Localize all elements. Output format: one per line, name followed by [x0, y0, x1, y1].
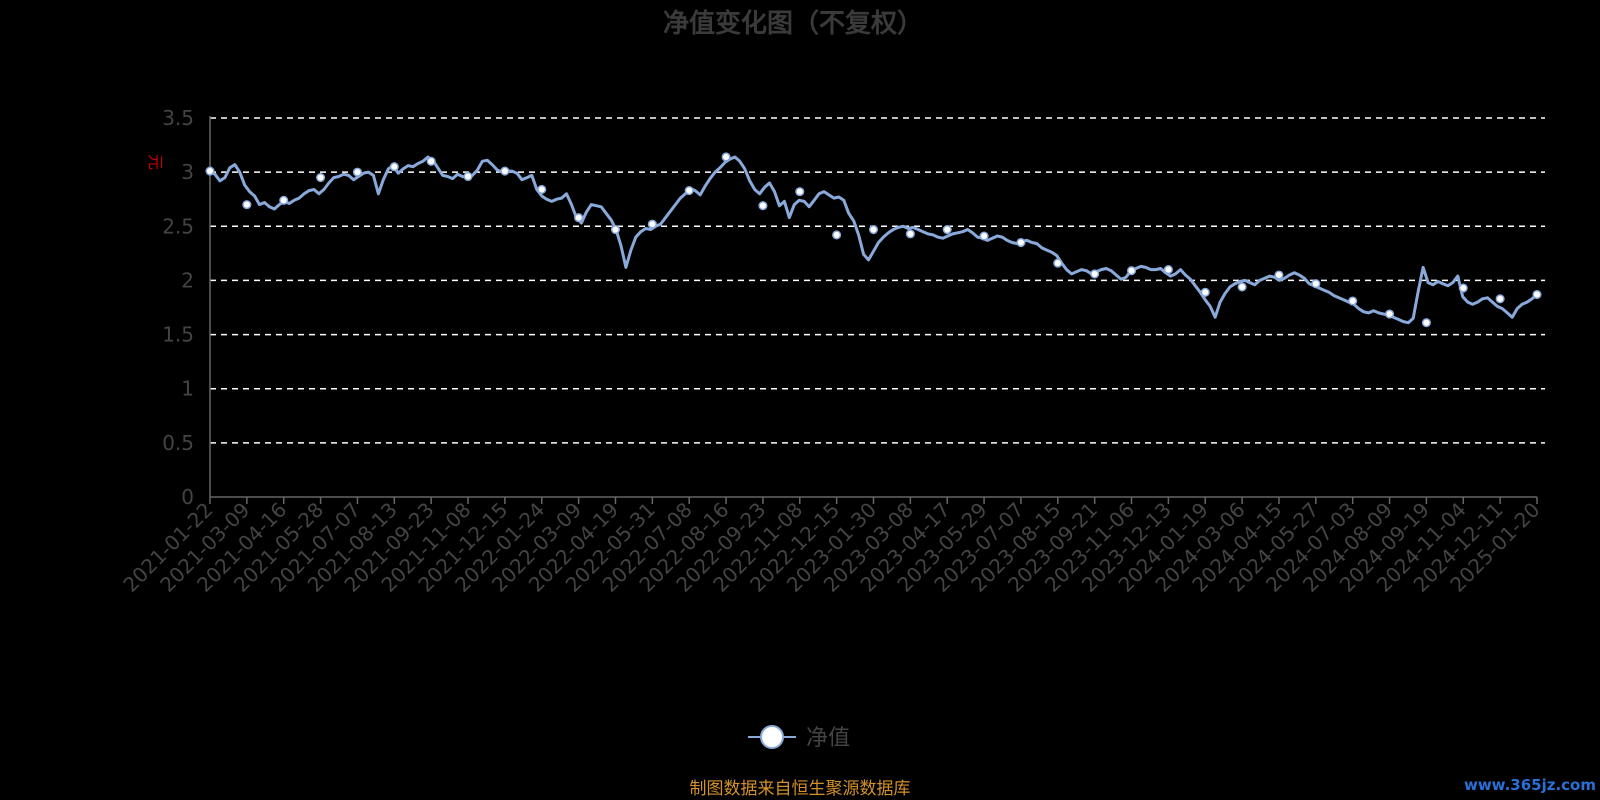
- data-point[interactable]: [868, 224, 879, 235]
- y-tick-label: 0.5: [162, 431, 194, 455]
- grid-lines: [210, 117, 1545, 444]
- data-point[interactable]: [316, 173, 326, 183]
- y-tick-labels: 0 0.5 1 1.5 2 2.5 3 3.5: [162, 106, 194, 509]
- data-point[interactable]: [242, 200, 252, 210]
- y-tick-label: 0: [181, 485, 194, 509]
- y-tick-label: 1: [181, 377, 194, 401]
- legend[interactable]: 净值: [748, 725, 850, 751]
- data-point[interactable]: [1421, 318, 1431, 328]
- data-point[interactable]: [758, 201, 768, 211]
- data-point[interactable]: [1458, 283, 1468, 293]
- series-line-net-value: [208, 155, 1539, 325]
- data-point[interactable]: [1274, 270, 1284, 280]
- data-point[interactable]: [537, 184, 547, 195]
- data-point[interactable]: [905, 229, 915, 239]
- y-tick-label: 2: [181, 268, 194, 292]
- data-point[interactable]: [684, 186, 694, 196]
- chart-title: 净值变化图（不复权）: [663, 8, 923, 39]
- data-point[interactable]: [647, 219, 657, 229]
- data-point[interactable]: [1311, 279, 1321, 289]
- data-point[interactable]: [205, 166, 215, 176]
- data-point[interactable]: [279, 195, 289, 205]
- legend-marker-icon: [760, 725, 784, 749]
- y-tick-label: 3.5: [162, 106, 194, 130]
- data-point[interactable]: [1053, 258, 1063, 268]
- series-markers: [205, 152, 1542, 328]
- y-tick-label: 3: [181, 160, 194, 184]
- data-point[interactable]: [1090, 269, 1100, 279]
- data-point[interactable]: [979, 231, 989, 241]
- series-net-value: [208, 155, 1539, 325]
- data-point[interactable]: [1348, 296, 1358, 306]
- data-point[interactable]: [463, 171, 473, 182]
- data-point[interactable]: [942, 224, 952, 235]
- data-point[interactable]: [795, 187, 805, 197]
- data-point[interactable]: [1163, 265, 1173, 275]
- data-point[interactable]: [721, 152, 731, 162]
- axes: [209, 116, 1538, 504]
- data-point[interactable]: [1385, 309, 1395, 319]
- data-point[interactable]: [352, 167, 362, 177]
- data-point[interactable]: [574, 213, 584, 223]
- data-point[interactable]: [1016, 237, 1026, 248]
- y-tick-label: 2.5: [162, 214, 194, 238]
- watermark: www.365jz.com: [1464, 776, 1596, 794]
- data-point[interactable]: [426, 156, 436, 166]
- legend-label: 净值: [806, 726, 850, 751]
- x-tick-labels: 2021-01-222021-03-092021-04-162021-05-28…: [118, 498, 1544, 597]
- data-source-note: 制图数据来自恒生聚源数据库: [690, 779, 911, 799]
- data-point[interactable]: [832, 230, 842, 240]
- y-tick-label: 1.5: [162, 323, 194, 347]
- data-point[interactable]: [1532, 289, 1542, 300]
- data-point[interactable]: [1200, 287, 1210, 297]
- y-axis-unit-label: 元: [146, 154, 165, 170]
- data-point[interactable]: [1495, 294, 1505, 304]
- data-point[interactable]: [1237, 282, 1247, 292]
- data-point[interactable]: [389, 162, 399, 172]
- data-point[interactable]: [1126, 266, 1137, 276]
- data-point[interactable]: [500, 166, 510, 176]
- data-point[interactable]: [610, 224, 621, 235]
